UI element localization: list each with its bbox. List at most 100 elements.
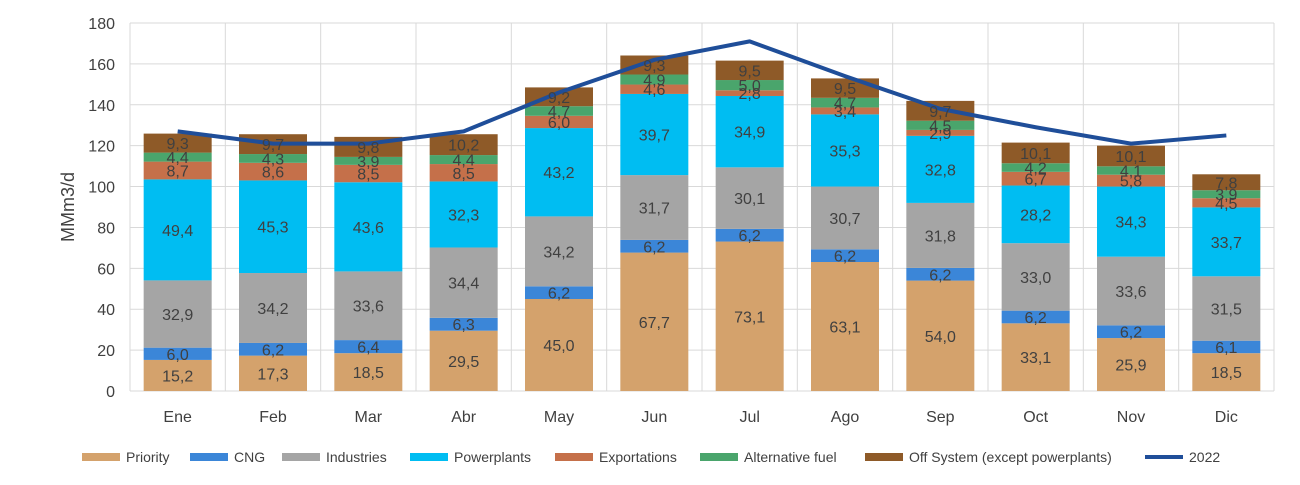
- line-2022: [177, 39, 1227, 146]
- x-tick-label: May: [544, 409, 574, 426]
- data-label: 6,3: [453, 317, 475, 334]
- data-label: 6,2: [548, 286, 570, 303]
- legend-item: Powerplants: [410, 446, 531, 468]
- data-label: 33,7: [1211, 235, 1242, 252]
- data-label: 33,0: [1020, 270, 1051, 287]
- data-label: 2,9: [929, 126, 951, 143]
- data-label: 4,4: [167, 150, 189, 167]
- data-label: 34,9: [734, 125, 765, 142]
- x-tick-label: Dic: [1215, 409, 1238, 426]
- bar-segment: [429, 134, 498, 156]
- legend-swatch: [1145, 455, 1183, 459]
- legend-label: 2022: [1189, 449, 1221, 465]
- legend-swatch: [410, 453, 448, 461]
- bar-segment: [525, 286, 593, 299]
- bar-segment: [1097, 338, 1165, 391]
- data-label: 31,8: [925, 228, 956, 245]
- legend-swatch: [190, 453, 228, 461]
- bar-segment: [906, 120, 975, 130]
- bar-segment: [429, 164, 498, 182]
- data-label: 34,4: [448, 276, 479, 293]
- legend-swatch: [82, 453, 120, 461]
- legend-swatch: [555, 453, 593, 461]
- data-label: 39,7: [639, 128, 670, 145]
- bar-segment: [906, 280, 975, 391]
- data-label: 6,2: [834, 249, 856, 266]
- bar-segment: [143, 359, 212, 391]
- data-label: 18,5: [1211, 365, 1242, 382]
- data-labels: 15,26,032,949,48,74,49,317,36,234,245,38…: [162, 58, 1242, 385]
- bar-segment: [620, 74, 689, 85]
- y-axis-ticks: 0 20 40 60 80 100 120 140 160 180: [88, 16, 115, 401]
- bar-segment: [1001, 171, 1070, 186]
- bar-segment: [1192, 276, 1261, 341]
- data-label: 4,6: [643, 82, 665, 99]
- data-label: 73,1: [734, 309, 765, 326]
- data-label: 9,3: [167, 136, 189, 153]
- data-label: 6,1: [1215, 340, 1237, 357]
- bar-segment: [239, 154, 307, 163]
- bar-segment: [1192, 174, 1261, 191]
- legend-item: Exportations: [555, 446, 677, 468]
- data-label: 10,1: [1020, 146, 1051, 163]
- bar-segment: [1001, 142, 1070, 164]
- legend-swatch: [282, 453, 320, 461]
- data-label: 8,6: [262, 165, 284, 182]
- bar-segment: [239, 355, 307, 391]
- data-label: 3,4: [834, 104, 856, 121]
- data-label: 34,2: [257, 301, 288, 318]
- bar-segment: [143, 280, 212, 348]
- legend-label: Exportations: [599, 449, 677, 465]
- bar-segment: [1097, 256, 1165, 326]
- bar-segment: [239, 342, 307, 356]
- bar-segment: [620, 93, 689, 176]
- data-label: 28,2: [1020, 207, 1051, 224]
- x-tick-label: Feb: [259, 409, 287, 426]
- y-tick-label: 100: [88, 180, 115, 197]
- bar-segment: [715, 60, 784, 81]
- data-label: 6,2: [1120, 325, 1142, 342]
- legend-label: Alternative fuel: [744, 449, 837, 465]
- data-label: 9,7: [929, 104, 951, 121]
- bar-segment: [811, 261, 879, 391]
- data-label: 6,0: [167, 347, 189, 364]
- bar-segment: [1192, 353, 1261, 391]
- data-label: 2,8: [739, 86, 761, 103]
- data-label: 54,0: [925, 329, 956, 346]
- bar-segment: [334, 156, 403, 165]
- bar-segment: [143, 152, 212, 162]
- x-tick-label: Jun: [641, 409, 667, 426]
- x-tick-label: Ago: [831, 409, 860, 426]
- data-label: 4,7: [548, 104, 570, 121]
- data-label: 6,2: [929, 267, 951, 284]
- bar-segment: [1001, 243, 1070, 311]
- bar-segment: [715, 228, 784, 242]
- x-tick-label: Oct: [1023, 409, 1048, 426]
- bar-segment: [620, 84, 689, 94]
- legend-label: Powerplants: [454, 449, 532, 465]
- bar-segment: [525, 115, 593, 129]
- y-axis-label: MMm3/d: [58, 172, 78, 242]
- y-tick-label: 60: [97, 261, 115, 278]
- data-label: 33,6: [1115, 284, 1146, 301]
- legend-label: Industries: [326, 449, 387, 465]
- data-label: 3,9: [357, 154, 379, 171]
- data-label: 33,1: [1020, 350, 1051, 367]
- data-label: 5,8: [1120, 174, 1142, 191]
- x-axis-ticks: Ene Feb Mar Abr May Jun Jul Ago Sep Oct Nov Dic: [163, 409, 1237, 426]
- bar-segment: [525, 106, 593, 116]
- bar-segment: [143, 133, 212, 153]
- data-label: 17,3: [257, 366, 288, 383]
- bar-segment: [1192, 190, 1261, 199]
- data-label: 6,4: [357, 340, 379, 357]
- data-label: 8,5: [357, 167, 379, 184]
- data-label: 9,7: [262, 137, 284, 154]
- data-label: 10,1: [1115, 149, 1146, 166]
- data-label: 29,5: [448, 354, 479, 371]
- x-tick-label: Jul: [739, 409, 759, 426]
- legend-item: CNG: [190, 446, 265, 468]
- data-label: 5,0: [739, 78, 761, 95]
- bar-segment: [334, 164, 403, 183]
- data-label: 31,5: [1211, 302, 1242, 319]
- bar-segment: [1097, 145, 1165, 167]
